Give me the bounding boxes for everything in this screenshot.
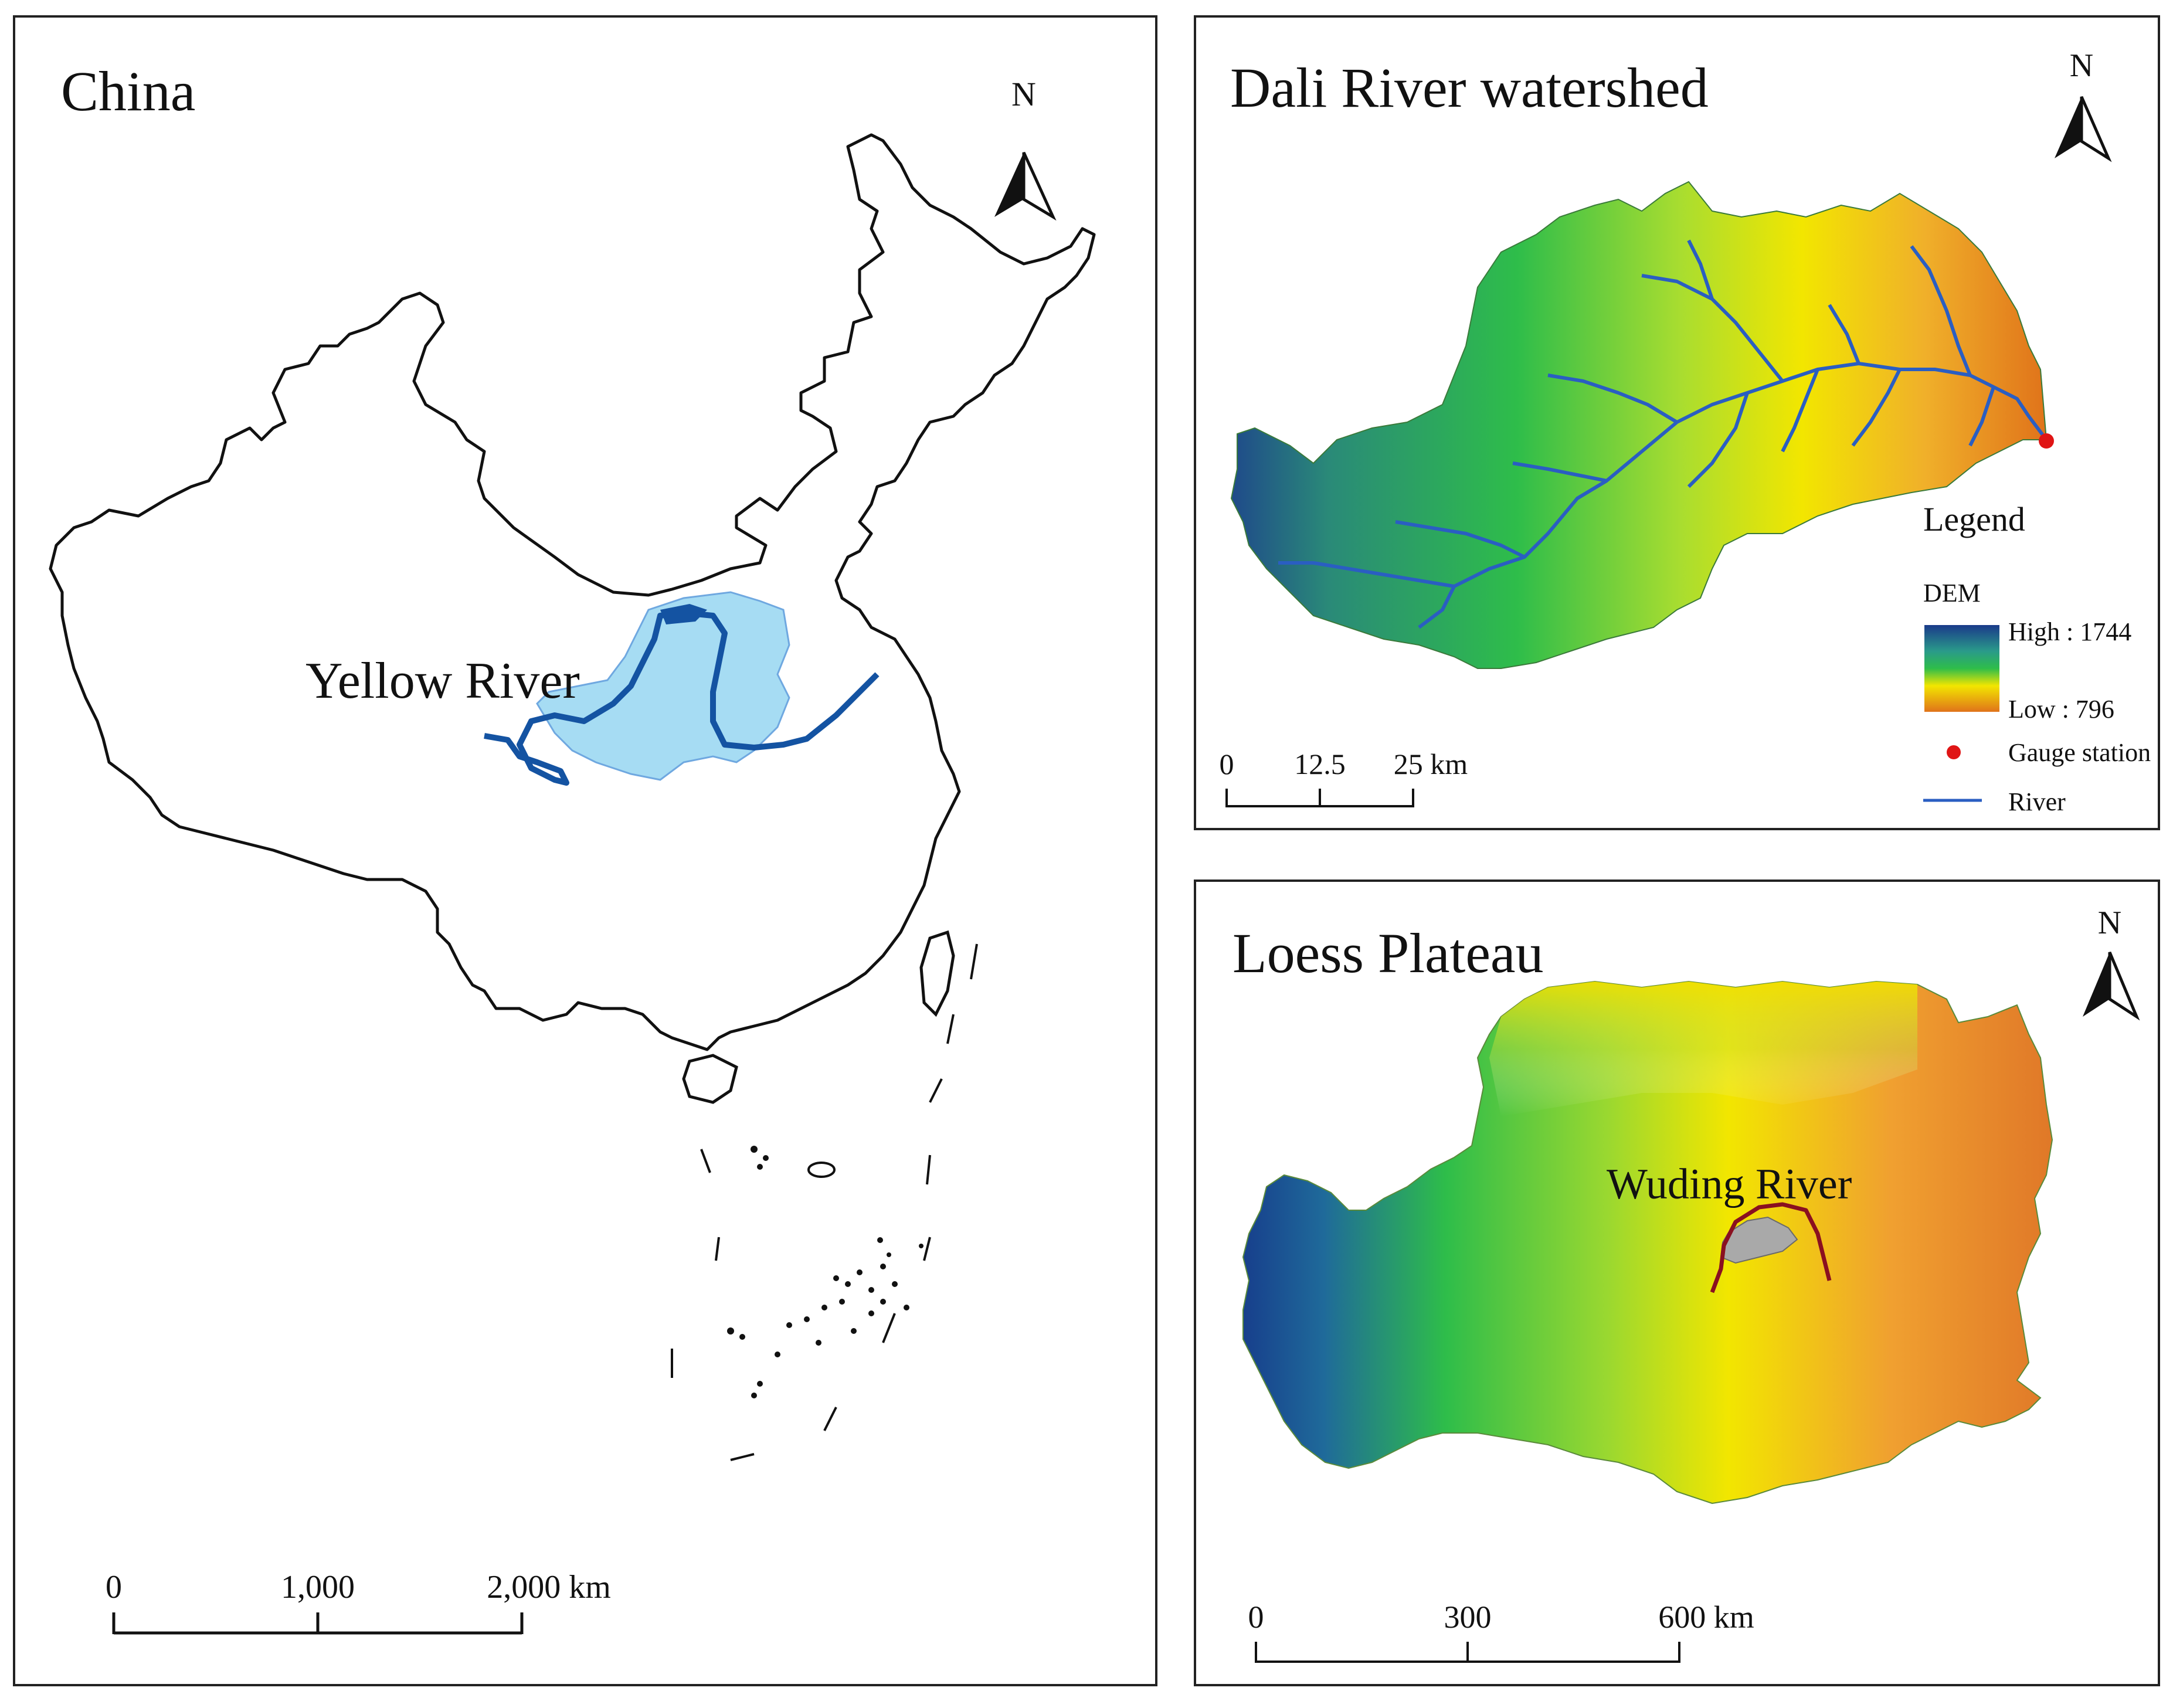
loess-north-arrow-icon xyxy=(2083,952,2140,1021)
loess-map-panel: Loess Plateau N xyxy=(1194,880,2160,1686)
china-map-panel: China N xyxy=(13,15,1157,1686)
china-north-label: N xyxy=(1011,75,1036,113)
wuding-river-line xyxy=(1710,1202,1832,1293)
dali-legend-gauge-label: Gauge station xyxy=(2008,738,2151,767)
yellow-river-line xyxy=(484,610,880,786)
dali-scale-tick-2: 25 km xyxy=(1394,748,1468,780)
dali-legend-river-label: River xyxy=(2008,787,2066,816)
dali-map-canvas: N Legend DEM High : 1744 Low : 796 xyxy=(1220,47,2151,816)
loess-scale-bar xyxy=(1255,1642,1680,1663)
dali-scale-bar xyxy=(1225,789,1414,807)
loess-scale-tick-2: 600 km xyxy=(1658,1600,1754,1635)
loess-scale-tick-0: 0 xyxy=(1248,1600,1264,1635)
loess-map-title: Loess Plateau xyxy=(1233,922,1544,984)
dali-scale-tick-0: 0 xyxy=(1220,748,1234,780)
yellow-river-label: Yellow River xyxy=(305,653,580,709)
wuding-river-label: Wuding River xyxy=(1607,1160,1852,1208)
loess-plateau-dem xyxy=(1242,980,2053,1505)
loess-north-label: N xyxy=(2098,905,2121,941)
china-map-canvas: N xyxy=(49,75,1096,1635)
dali-legend-high-label: High : 1744 xyxy=(2008,617,2131,646)
loess-map-canvas: N Wuding River 0 300 600 km xyxy=(1242,905,2140,1663)
taiwan-island xyxy=(919,930,955,1017)
yellow-river-headwater xyxy=(660,604,707,624)
dali-legend-gauge-icon xyxy=(1947,745,1961,759)
china-scale-tick-2: 2,000 km xyxy=(487,1569,611,1605)
dali-map-panel: Dali River watershed xyxy=(1194,15,2160,830)
loess-north-highland xyxy=(1489,982,1917,1116)
dali-river-network xyxy=(1278,239,2048,629)
dali-legend-title: Legend xyxy=(1923,500,2025,538)
loess-scale-tick-1: 300 xyxy=(1444,1600,1492,1635)
dali-scale-tick-1: 12.5 xyxy=(1294,748,1346,780)
north-arrow-icon xyxy=(994,151,1057,221)
china-scale-tick-1: 1,000 xyxy=(281,1569,355,1605)
south-china-sea-boundary xyxy=(671,943,978,1461)
dali-north-label: N xyxy=(2070,47,2093,84)
dali-legend-dem-label: DEM xyxy=(1923,579,1981,607)
dali-gauge-station-marker xyxy=(2039,433,2054,449)
hainan-island xyxy=(682,1054,738,1104)
south-china-sea-islands xyxy=(727,1146,923,1398)
china-scale-tick-0: 0 xyxy=(106,1569,122,1605)
china-map-title: China xyxy=(61,60,196,123)
china-outline xyxy=(49,133,1096,1051)
dali-map-title: Dali River watershed xyxy=(1230,56,1709,119)
dali-north-arrow-icon xyxy=(2055,96,2112,162)
dali-watershed-dem xyxy=(1230,181,2048,669)
china-scale-bar xyxy=(112,1612,524,1635)
dali-legend-dem-ramp xyxy=(1924,625,1999,712)
dali-legend-low-label: Low : 796 xyxy=(2008,695,2114,724)
